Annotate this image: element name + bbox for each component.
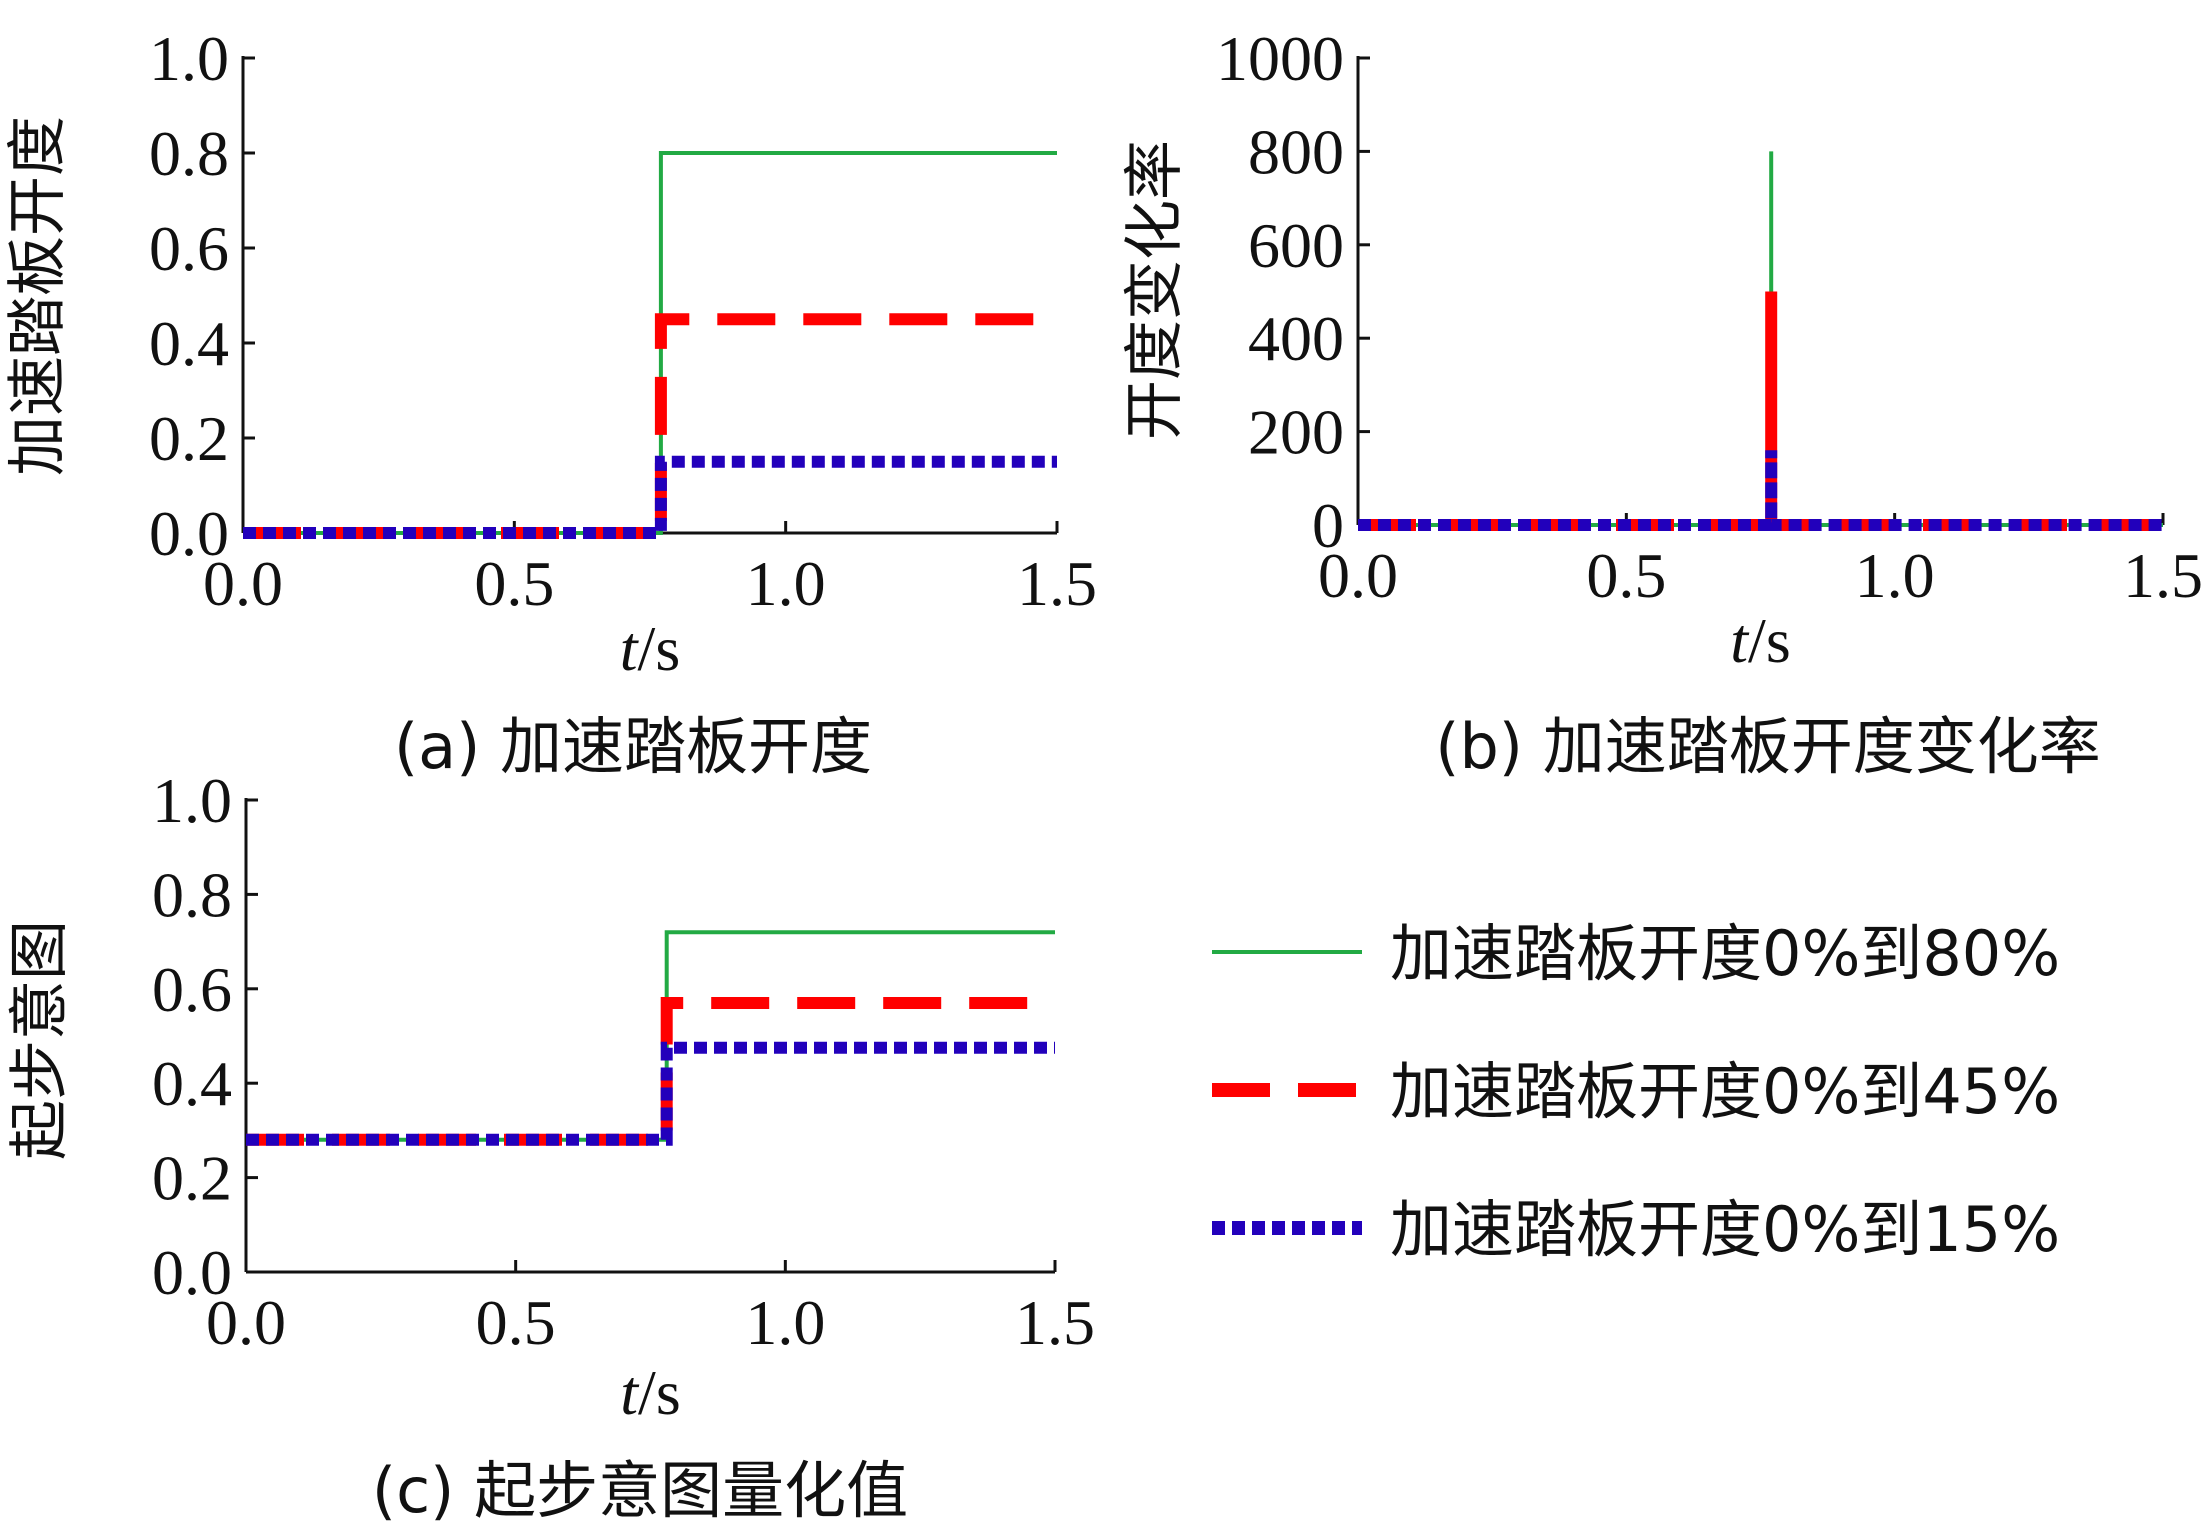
y-tick-label-c-3: 0.6 <box>152 954 232 1025</box>
y-tick-label-b-4: 800 <box>1248 116 1344 187</box>
y-axis-label-b: 开度变化率 <box>1120 140 1190 440</box>
y-tick-label-c-1: 0.2 <box>152 1143 232 1214</box>
x-tick-label-c-3: 1.5 <box>1015 1287 1095 1358</box>
y-tick-label-b-3: 600 <box>1248 210 1344 281</box>
legend-label-80: 加速踏板开度0%到80% <box>1390 917 2060 990</box>
x-tick-label-a-2: 1.0 <box>746 548 826 619</box>
y-tick-label-c-0: 0.0 <box>152 1237 232 1308</box>
x-tick-label-b-2: 1.0 <box>1855 540 1935 611</box>
y-tick-label-a-2: 0.4 <box>149 308 229 379</box>
x-tick-label-a-1: 0.5 <box>474 548 554 619</box>
y-tick-label-a-5: 1.0 <box>149 23 229 94</box>
legend: 加速踏板开度0%到80% 加速踏板开度0%到45% 加速踏板开度0%到15% <box>1212 917 2060 1266</box>
panel-a: 0.0 0.2 0.4 0.6 0.8 1.0 0.0 0.5 1.0 1.5 加速踏板开度 t/s <box>3 23 1097 684</box>
x-axis-label-a: t/s <box>620 613 680 684</box>
x-tick-label-b-1: 0.5 <box>1586 540 1666 611</box>
x-axis-label-var-b: t <box>1730 605 1750 676</box>
caption-c: (c) 起步意图量化值 <box>372 1454 908 1527</box>
x-axis-label-b: t/s <box>1730 605 1790 676</box>
x-tick-label-b-3: 1.5 <box>2123 540 2203 611</box>
caption-a: (a) 加速踏板开度 <box>394 710 872 783</box>
x-axis-label-var-c: t <box>620 1357 640 1428</box>
x-tick-label-c-0: 0.0 <box>206 1287 286 1358</box>
y-tick-label-c-5: 1.0 <box>152 765 232 836</box>
x-axis-label-c: t/s <box>620 1357 680 1428</box>
legend-label-15: 加速踏板开度0%到15% <box>1390 1193 2060 1266</box>
y-tick-label-c-4: 0.8 <box>152 859 232 930</box>
y-tick-label-b-0: 0 <box>1312 490 1344 561</box>
y-tick-label-a-0: 0.0 <box>149 498 229 569</box>
y-tick-label-b-2: 400 <box>1248 303 1344 374</box>
y-tick-label-a-4: 0.8 <box>149 118 229 189</box>
series-line-45-b <box>1358 291 2163 531</box>
x-axis-label-var-a: t <box>620 613 640 684</box>
x-tick-label-c-1: 0.5 <box>476 1287 556 1358</box>
x-axis-label-unit-a: /s <box>638 613 681 684</box>
legend-label-45: 加速踏板开度0%到45% <box>1390 1055 2060 1128</box>
series-line-15-a <box>243 455 1057 539</box>
panel-c: 0.0 0.2 0.4 0.6 0.8 1.0 0.0 0.5 1.0 1.5 起步意图 t/s <box>5 765 1095 1428</box>
y-tick-label-b-1: 200 <box>1248 397 1344 468</box>
caption-b: (b) 加速踏板开度变化率 <box>1435 710 2100 783</box>
x-tick-label-b-0: 0.0 <box>1318 540 1398 611</box>
x-axis-label-unit-b: /s <box>1748 605 1791 676</box>
y-axis-label-a: 加速踏板开度 <box>3 116 73 476</box>
x-tick-label-a-3: 1.5 <box>1017 548 1097 619</box>
x-tick-label-c-2: 1.0 <box>745 1287 825 1358</box>
x-tick-label-a-0: 0.0 <box>203 548 283 619</box>
series-line-15-c <box>246 1041 1055 1146</box>
x-axis-label-unit-c: /s <box>638 1357 681 1428</box>
y-tick-label-b-5: 1000 <box>1216 23 1344 94</box>
y-tick-label-a-1: 0.2 <box>149 403 229 474</box>
panel-b: 0 200 400 600 800 1000 0.0 0.5 1.0 1.5 开度变化率 t/s <box>1120 23 2203 676</box>
y-tick-label-a-3: 0.6 <box>149 213 229 284</box>
y-axis-label-c: 起步意图 <box>5 920 75 1160</box>
y-tick-label-c-2: 0.4 <box>152 1048 232 1119</box>
